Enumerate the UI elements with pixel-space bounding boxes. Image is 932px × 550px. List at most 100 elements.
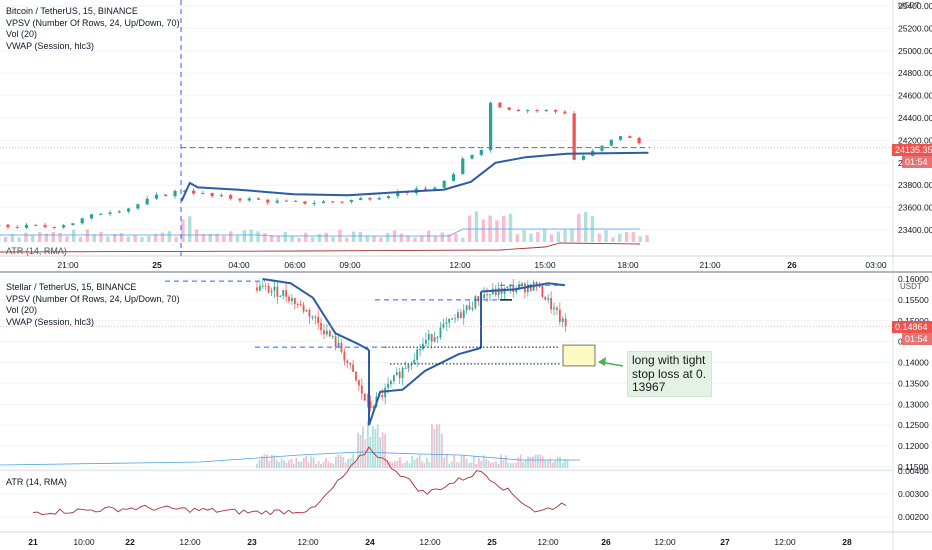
- bottom-volume-bar: [438, 424, 441, 468]
- top-volume-bar: [85, 229, 90, 242]
- top-vol-label[interactable]: Vol (20): [6, 29, 38, 39]
- bottom-volume-bar: [401, 463, 404, 468]
- top-candle: [6, 224, 10, 228]
- top-candle: [535, 110, 539, 112]
- top-atr-label[interactable]: ATR (14, RMA): [6, 246, 67, 256]
- bottom-candle: [424, 340, 427, 344]
- top-volume-bar: [345, 237, 349, 242]
- bottom-time-tick: 12:00: [654, 537, 676, 547]
- bottom-symbol-title[interactable]: Stellar / TetherUS, 15, BINANCE: [6, 282, 137, 292]
- bottom-time-tick: 12:00: [297, 537, 319, 547]
- bottom-candle: [547, 298, 550, 300]
- bottom-candle: [451, 318, 454, 320]
- top-candle: [256, 198, 261, 200]
- bottom-price-tick: 0.11500: [898, 462, 928, 472]
- bottom-candle: [302, 304, 305, 312]
- trade-note[interactable]: long with tight stop loss at 0. 13967: [627, 351, 712, 397]
- bottom-volume-bar: [458, 462, 460, 468]
- top-price-tick: 25000.00: [898, 46, 932, 56]
- bottom-volume-bar: [536, 454, 539, 468]
- bottom-candle: [387, 383, 389, 388]
- bottom-vol-label[interactable]: Vol (20): [6, 305, 38, 315]
- top-vwap-label[interactable]: VWAP (Session, hlc3): [6, 40, 95, 51]
- top-volume-bar: [645, 235, 649, 242]
- bottom-candle: [404, 367, 407, 369]
- bottom-volume-bar: [283, 460, 286, 468]
- bottom-countdown-tag: 01:54: [902, 333, 932, 345]
- top-candle: [201, 192, 205, 194]
- top-volume-bar: [167, 231, 171, 242]
- top-vpsv-label[interactable]: VPSV (Number Of Rows, 24, Up/Down, 70): [6, 17, 180, 28]
- bottom-volume-bar: [428, 462, 431, 468]
- top-candle: [89, 214, 94, 219]
- bottom-candle: [317, 316, 320, 323]
- top-volume-bar: [222, 235, 226, 242]
- bottom-candle: [299, 304, 302, 306]
- top-volume-bar: [372, 236, 376, 242]
- bottom-volume-bar: [527, 456, 529, 468]
- top-candle: [24, 224, 29, 228]
- bottom-time-tick: 27: [720, 537, 730, 547]
- top-volume-bar: [188, 216, 192, 242]
- top-volume-bar: [331, 236, 335, 242]
- bottom-candle: [442, 323, 445, 328]
- top-volume-bar: [133, 234, 137, 242]
- bottom-volume-bar: [285, 463, 288, 468]
- bottom-candle: [352, 364, 354, 372]
- top-candle: [275, 200, 279, 203]
- top-candle: [312, 202, 316, 204]
- bottom-volume-bar: [261, 456, 263, 468]
- top-candle: [498, 102, 502, 108]
- bottom-axis-unit: USDT: [900, 282, 922, 291]
- bottom-volume-bar: [386, 460, 389, 468]
- bottom-candle: [337, 342, 340, 347]
- bottom-volume-bar: [320, 463, 322, 468]
- top-symbol-title[interactable]: Bitcoin / TetherUS, 15, BINANCE: [6, 6, 138, 16]
- top-volume-bar: [181, 219, 185, 242]
- bottom-candle: [372, 406, 375, 409]
- bottom-price-tick: 0.15000: [898, 316, 929, 326]
- bottom-atr-label[interactable]: ATR (14, RMA): [6, 477, 67, 487]
- top-volume-bar: [426, 230, 431, 242]
- bottom-candle: [529, 285, 532, 291]
- top-candle: [303, 201, 307, 204]
- top-candle: [173, 190, 177, 197]
- top-candle: [43, 225, 47, 228]
- top-volume-bar: [570, 229, 574, 242]
- bottom-candle: [296, 304, 299, 306]
- bottom-candle: [366, 400, 369, 402]
- bottom-candle: [398, 372, 401, 379]
- bottom-candle: [445, 322, 448, 324]
- top-volume-bar: [351, 231, 356, 242]
- top-volume-bar: [283, 231, 288, 242]
- bottom-time-tick: 25: [487, 537, 497, 547]
- bottom-time-tick: 10:00: [73, 537, 95, 547]
- bottom-volume-bar: [509, 463, 512, 468]
- bottom-volume-bar: [334, 456, 337, 468]
- bottom-vwap-label[interactable]: VWAP (Session, hlc3): [6, 316, 95, 327]
- bottom-candle: [427, 334, 430, 341]
- top-volume-bar: [631, 231, 636, 242]
- bottom-vpsv-label[interactable]: VPSV (Number Of Rows, 24, Up/Down, 70): [6, 293, 180, 304]
- bottom-volume-bar: [327, 461, 330, 468]
- bottom-volume-bar: [554, 461, 557, 468]
- bottom-volume-bar: [384, 433, 387, 468]
- bottom-volume-bar: [475, 463, 478, 468]
- top-volume-bar: [433, 236, 438, 242]
- bottom-candle: [448, 318, 451, 323]
- bottom-volume-bar: [371, 426, 374, 468]
- top-candle: [618, 136, 623, 140]
- atr-line: [32, 446, 567, 516]
- top-volume-bar: [194, 229, 199, 242]
- bottom-volume-bar: [411, 455, 414, 468]
- bottom-volume-bar: [391, 462, 394, 468]
- bottom-candle: [261, 285, 264, 287]
- top-vwap-line: [180, 151, 649, 202]
- bottom-volume-bar: [485, 458, 488, 468]
- bottom-candle: [483, 294, 486, 299]
- bottom-volume-bar: [332, 463, 335, 468]
- top-volume-bar: [119, 233, 124, 242]
- top-volume-bar: [495, 220, 499, 242]
